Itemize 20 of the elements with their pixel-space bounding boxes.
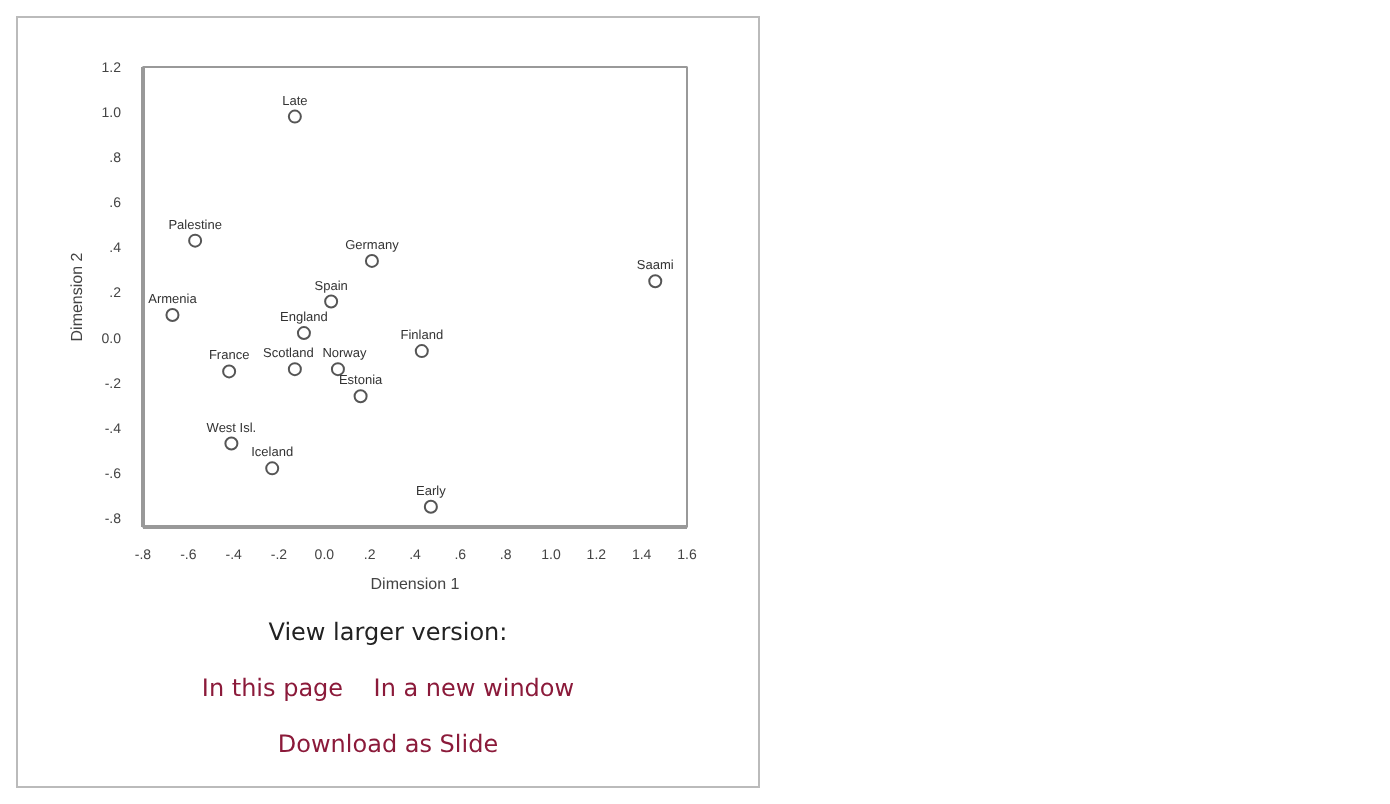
point bbox=[222, 364, 237, 379]
point bbox=[296, 326, 311, 341]
point bbox=[414, 344, 429, 359]
y-axis-title: Dimension 2 bbox=[67, 251, 86, 342]
point bbox=[265, 461, 280, 476]
point bbox=[287, 109, 302, 124]
point bbox=[648, 274, 663, 289]
text: View larger version: bbox=[268, 616, 508, 650]
point bbox=[224, 436, 239, 451]
point bbox=[165, 308, 180, 323]
text: In this page In a new window bbox=[201, 674, 575, 702]
point bbox=[353, 389, 368, 404]
point bbox=[330, 362, 345, 377]
point bbox=[364, 253, 379, 268]
point bbox=[324, 294, 339, 309]
text: Download as Slide bbox=[277, 728, 499, 762]
point bbox=[287, 362, 302, 377]
point bbox=[188, 233, 203, 248]
x-axis-title: Dimension 1 bbox=[370, 575, 461, 593]
point bbox=[423, 499, 438, 514]
